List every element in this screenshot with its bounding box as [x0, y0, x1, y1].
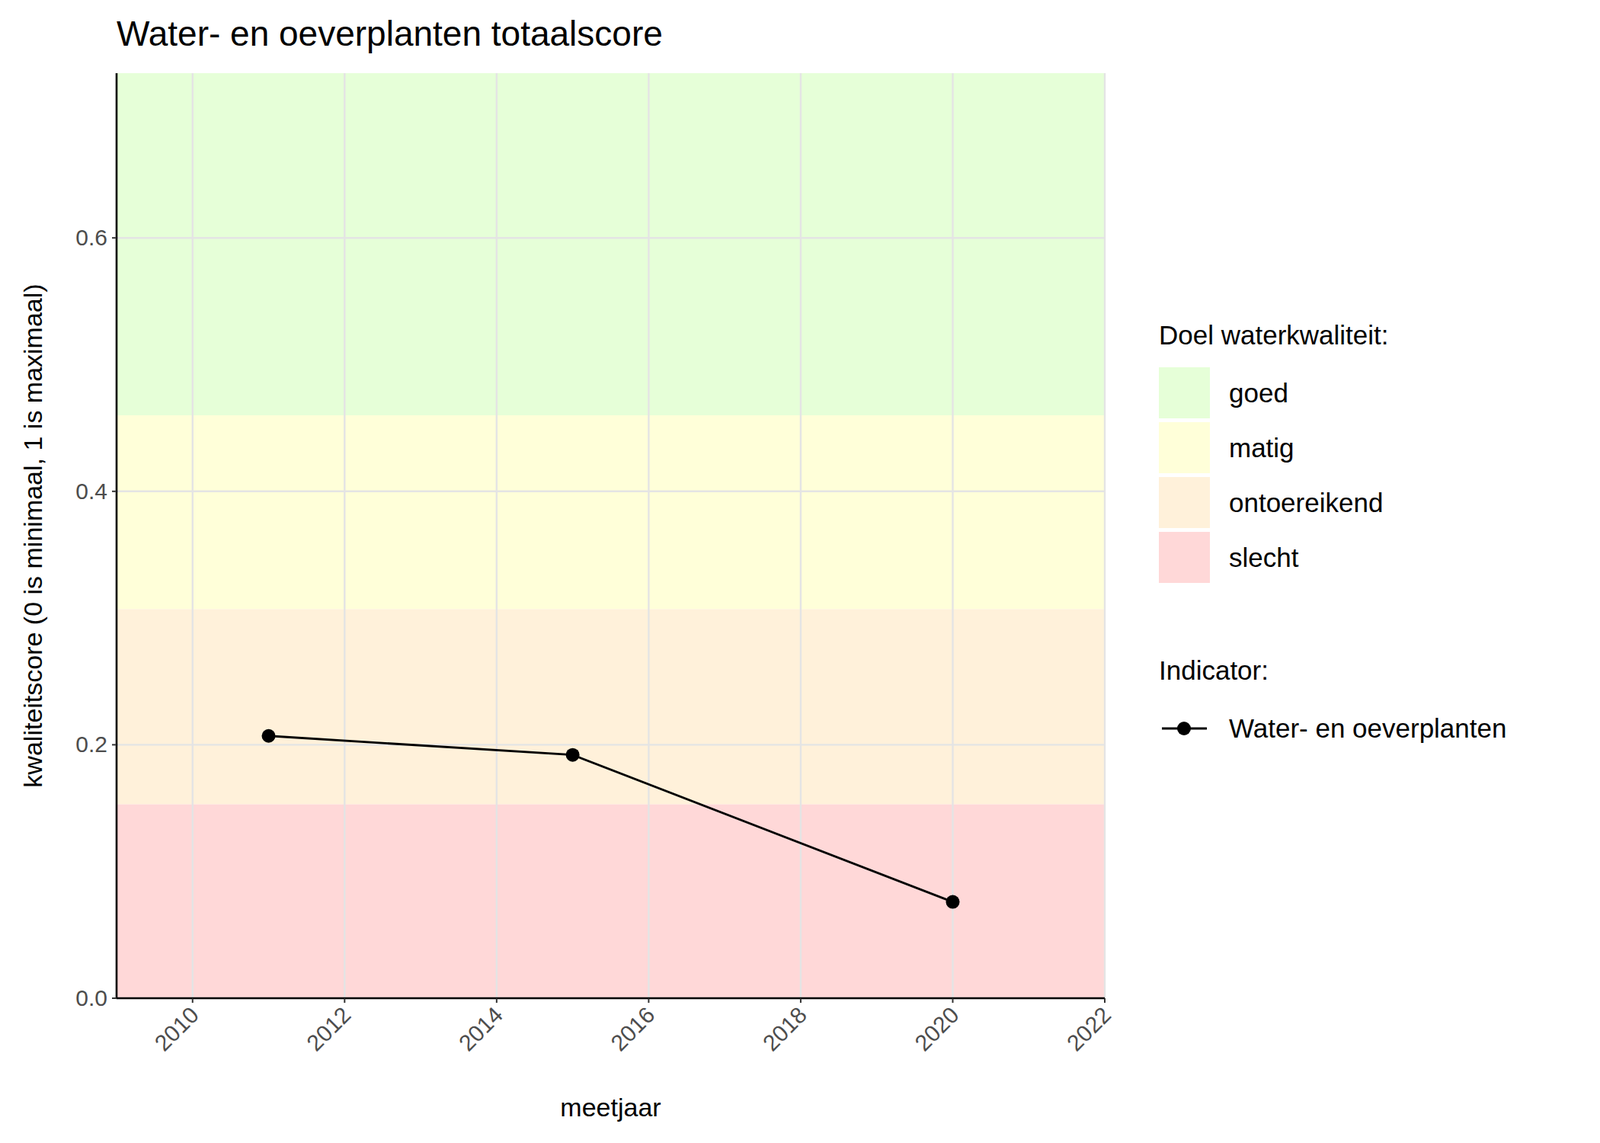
band: [116, 608, 1105, 804]
legend-key: [1158, 367, 1210, 419]
tick: [951, 998, 954, 1003]
chart: Water- en oeverplanten totaalscore 0.0 0.2…: [0, 0, 1600, 1143]
band: [116, 415, 1105, 609]
tick: [112, 236, 117, 239]
tick: [192, 998, 194, 1003]
tick-label: 2018: [758, 1001, 813, 1056]
bands: [116, 73, 1105, 999]
tick-label: 2014: [454, 1001, 509, 1056]
tick-label: 2022: [1062, 1001, 1117, 1056]
legend-label: matig: [1228, 432, 1295, 463]
tick: [343, 998, 346, 1003]
grid-line: [647, 73, 650, 999]
title: Water- en oeverplanten totaalscore: [116, 13, 663, 54]
legend-key: [1177, 721, 1191, 736]
point: [566, 748, 580, 762]
legend-label: Water- en oeverplanten: [1228, 713, 1507, 743]
point: [262, 729, 276, 743]
series-group: [262, 729, 960, 909]
series-line: [268, 736, 954, 903]
legend-label: goed: [1228, 377, 1289, 408]
band: [116, 73, 1105, 416]
y-axis-label: kwaliteitscore (0 is minimaal, 1 is maxi…: [18, 283, 48, 788]
grid-line: [1104, 73, 1106, 999]
tick-label: 2016: [605, 1001, 660, 1056]
tick-label: 2012: [301, 1001, 356, 1056]
grid-line: [116, 743, 1105, 746]
grid-line: [116, 236, 1105, 239]
x-axis-label: meetjaar: [560, 1092, 661, 1122]
grid-line: [800, 73, 802, 999]
legend-title: Indicator:: [1158, 655, 1269, 685]
legend-title: Doel waterkwaliteit:: [1158, 320, 1389, 350]
point: [945, 895, 960, 909]
grid: [116, 73, 1105, 999]
legend-label: slecht: [1228, 542, 1300, 573]
grid-line: [951, 73, 954, 999]
grid-line: [116, 997, 1105, 999]
tick: [1104, 998, 1106, 1003]
tick: [647, 998, 650, 1003]
grid-line: [343, 73, 346, 999]
tick-label: 0.0: [75, 985, 108, 1011]
tick-label: 0.2: [75, 731, 108, 757]
tick: [496, 998, 498, 1003]
legend-key: [1158, 422, 1210, 474]
x-axis: [116, 997, 1105, 1000]
tick: [800, 998, 802, 1003]
tick-label: 0.6: [75, 224, 108, 250]
y-axis: [115, 73, 119, 999]
tick-label: 0.4: [75, 478, 108, 504]
grid-line: [192, 73, 194, 999]
legend-key: [1158, 476, 1210, 528]
tick: [112, 743, 117, 746]
legend-label: ontoereikend: [1228, 487, 1383, 518]
legend-key: [1158, 531, 1210, 583]
tick-label: 2010: [149, 1001, 204, 1056]
band: [116, 804, 1105, 999]
tick: [112, 490, 117, 493]
grid-line: [496, 73, 498, 999]
tick: [112, 997, 117, 999]
grid-line: [116, 490, 1105, 493]
tick-label: 2020: [909, 1001, 964, 1056]
